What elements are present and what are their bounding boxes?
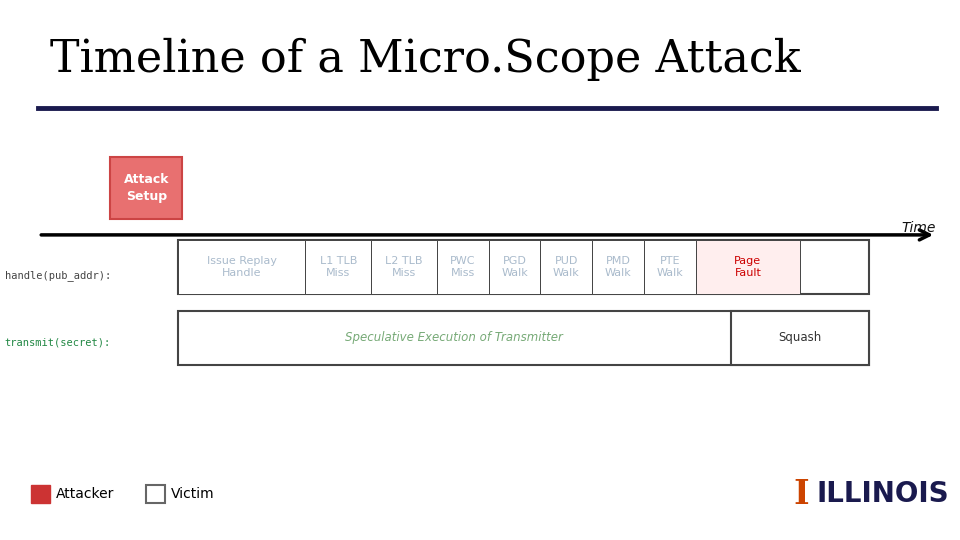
Bar	[372, 240, 437, 294]
Text: PMD
Walk: PMD Walk	[605, 256, 632, 279]
Text: Speculative Execution of Transmitter: Speculative Execution of Transmitter	[346, 331, 563, 344]
Bar	[178, 240, 869, 294]
Bar	[146, 485, 165, 503]
Text: L1 TLB
Miss: L1 TLB Miss	[320, 256, 357, 279]
Bar	[592, 240, 644, 294]
Text: PTE
Walk: PTE Walk	[657, 256, 684, 279]
Bar	[731, 310, 869, 365]
Bar	[437, 240, 489, 294]
Bar	[489, 240, 540, 294]
Text: PGD
Walk: PGD Walk	[501, 256, 528, 279]
Text: Attack
Setup: Attack Setup	[124, 173, 169, 202]
Text: Squash: Squash	[778, 331, 822, 344]
Text: PWC
Miss: PWC Miss	[450, 256, 475, 279]
Bar	[178, 310, 869, 365]
Text: ILLINOIS: ILLINOIS	[817, 480, 949, 508]
Bar	[644, 240, 696, 294]
Bar	[31, 485, 50, 503]
Bar	[305, 240, 372, 294]
Text: PUD
Walk: PUD Walk	[553, 256, 580, 279]
Text: L2 TLB
Miss: L2 TLB Miss	[385, 256, 422, 279]
Bar	[110, 157, 182, 219]
Text: transmit(secret):: transmit(secret):	[5, 338, 111, 348]
Text: Time: Time	[901, 221, 936, 235]
Text: Issue Replay
Handle: Issue Replay Handle	[206, 256, 276, 279]
Text: Page
Fault: Page Fault	[734, 256, 761, 279]
Bar	[178, 240, 305, 294]
Bar	[540, 240, 592, 294]
Text: handle(pub_addr):: handle(pub_addr):	[5, 270, 111, 281]
Text: Victim: Victim	[171, 487, 214, 501]
Text: Timeline of a Micro.Scope Attack: Timeline of a Micro.Scope Attack	[50, 38, 801, 81]
Text: Attacker: Attacker	[56, 487, 114, 501]
Text: I: I	[794, 477, 809, 511]
Bar	[696, 240, 800, 294]
